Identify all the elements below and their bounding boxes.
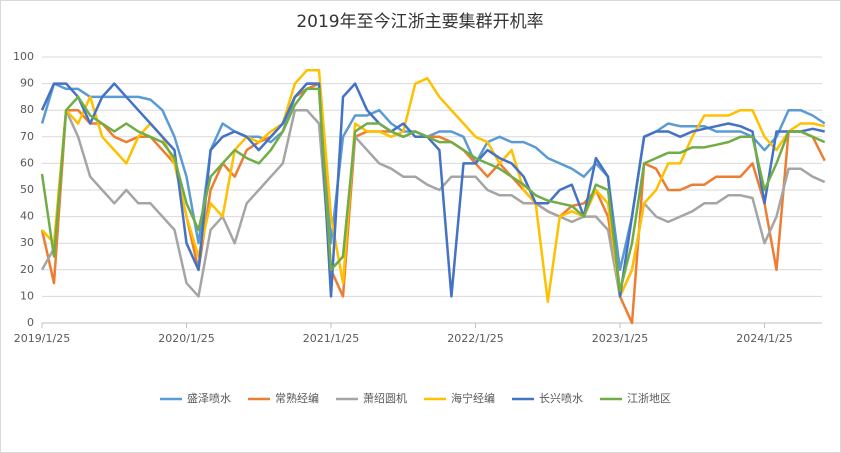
series-line [41,69,825,303]
series-line [40,87,826,293]
y-tick-label: 60 [20,156,34,169]
legend-label: 江浙地区 [627,392,671,405]
y-tick-label: 40 [20,210,34,223]
legend-label: 长兴喷水 [539,392,583,405]
series-line [40,82,826,272]
legend-label: 常熟经编 [275,391,319,405]
x-tick-label: 2024/1/25 [736,332,792,345]
y-tick-label: 30 [20,236,34,249]
y-tick-label: 0 [27,316,34,329]
y-tick-label: 80 [20,103,34,116]
y-tick-label: 90 [20,77,34,90]
y-tick-label: 10 [20,289,34,302]
series-line [40,108,826,298]
legend-label: 萧绍圆机 [363,391,407,405]
y-tick-label: 50 [20,183,34,196]
x-tick-label: 2022/1/25 [447,332,503,345]
chart-title: 2019年至今江浙主要集群开机率 [296,12,543,32]
series-line [40,82,825,298]
x-tick-label: 2019/1/25 [14,332,70,345]
x-tick-label: 2023/1/25 [592,332,648,345]
x-tick-label: 2020/1/25 [158,332,214,345]
x-tick-label: 2021/1/25 [303,332,359,345]
legend-label: 海宁经编 [451,391,495,405]
y-tick-label: 100 [13,50,34,63]
y-tick-label: 70 [20,130,34,143]
y-tick-label: 20 [20,263,34,276]
legend-label: 盛泽喷水 [187,391,231,405]
